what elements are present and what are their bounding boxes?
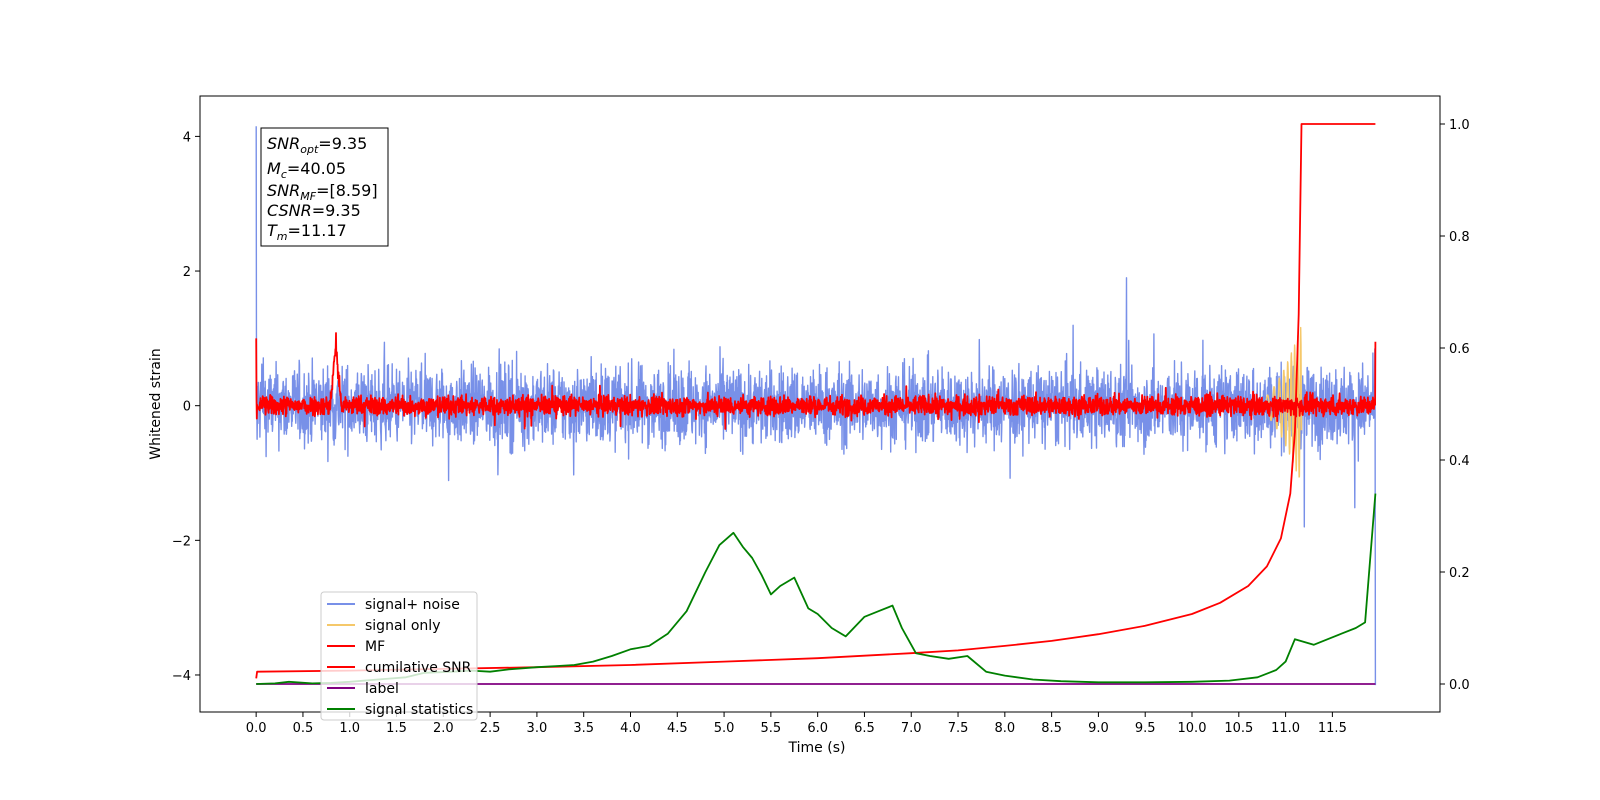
annotation-snr-mf: SNRMF=[8.59] xyxy=(267,181,378,203)
right-y-tick-label-5: 0.0 xyxy=(1449,678,1470,693)
x-tick-label-1: 0.5 xyxy=(293,721,314,736)
legend-label-signal-noise: signal+ noise xyxy=(365,597,460,613)
x-tick-label-21: 10.5 xyxy=(1224,721,1253,736)
legend: signal+ noise signal only MF cumilative … xyxy=(320,591,478,721)
x-tick-label-14: 7.0 xyxy=(901,721,922,736)
x-axis-ticks: 0.0 0.5 1.0 1.5 2.0 2.5 3.0 3.5 4.0 4.5 5.0 5.5 6.0 6… xyxy=(246,712,1347,736)
left-y-axis-ticks: 4 2 0 −2 −4 xyxy=(172,130,200,684)
x-tick-label-5: 2.5 xyxy=(480,721,501,736)
right-y-axis-ticks: 1.0 0.8 0.6 0.4 0.2 0.0 xyxy=(1440,118,1470,693)
x-tick-label-12: 6.0 xyxy=(807,721,828,736)
x-axis-label: Time (s) xyxy=(788,740,846,756)
annotation-snr-opt: SNRopt=9.35 xyxy=(267,134,367,156)
legend-label-mf: MF xyxy=(365,639,385,655)
x-tick-label-18: 9.0 xyxy=(1088,721,1109,736)
x-tick-label-16: 8.0 xyxy=(994,721,1015,736)
y-axis-label: Whitened strain xyxy=(148,348,164,459)
right-y-tick-label-0: 1.0 xyxy=(1449,118,1470,133)
annotation-box: SNRopt=9.35 Mc=40.05 SNRMF=[8.59] CSNR=9… xyxy=(260,127,389,247)
x-tick-label-22: 11.0 xyxy=(1271,721,1300,736)
annotation-csnr: CSNR=9.35 xyxy=(267,201,361,220)
x-tick-label-0: 0.0 xyxy=(246,721,267,736)
x-tick-label-2: 1.0 xyxy=(339,721,360,736)
x-tick-label-7: 3.5 xyxy=(573,721,594,736)
x-tick-label-17: 8.5 xyxy=(1041,721,1062,736)
left-y-tick-label-0: 4 xyxy=(183,130,191,145)
x-tick-label-13: 6.5 xyxy=(854,721,875,736)
right-y-tick-label-2: 0.6 xyxy=(1449,342,1470,357)
x-tick-label-23: 11.5 xyxy=(1318,721,1347,736)
x-tick-label-3: 1.5 xyxy=(386,721,407,736)
annotation-tm: Tm=11.17 xyxy=(267,221,347,243)
x-tick-label-20: 10.0 xyxy=(1178,721,1207,736)
left-y-tick-label-3: −2 xyxy=(172,534,191,549)
annotation-mc: Mc=40.05 xyxy=(267,159,346,181)
legend-label-signal-statistics: signal statistics xyxy=(365,702,473,718)
legend-label-label: label xyxy=(365,681,399,697)
right-y-tick-label-4: 0.2 xyxy=(1449,566,1470,581)
series-mf xyxy=(255,332,1377,430)
x-tick-label-8: 4.0 xyxy=(620,721,641,736)
x-tick-label-10: 5.0 xyxy=(714,721,735,736)
x-tick-label-9: 4.5 xyxy=(667,721,688,736)
right-y-tick-label-3: 0.4 xyxy=(1449,454,1470,469)
legend-label-signal-only: signal only xyxy=(365,618,440,634)
x-tick-label-19: 9.5 xyxy=(1135,721,1156,736)
legend-frame xyxy=(320,591,478,721)
x-tick-label-4: 2.0 xyxy=(433,721,454,736)
x-tick-label-11: 5.5 xyxy=(761,721,782,736)
plot-frame xyxy=(199,95,1441,713)
x-tick-label-6: 3.0 xyxy=(527,721,548,736)
x-tick-label-15: 7.5 xyxy=(948,721,969,736)
legend-label-cumulative-snr: cumilative SNR xyxy=(365,660,472,676)
left-y-tick-label-2: 0 xyxy=(183,400,191,415)
right-y-tick-label-1: 0.8 xyxy=(1449,230,1470,245)
left-y-tick-label-1: 2 xyxy=(183,265,191,280)
left-y-tick-label-4: −4 xyxy=(172,669,191,684)
